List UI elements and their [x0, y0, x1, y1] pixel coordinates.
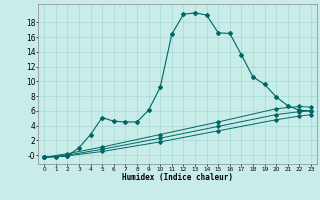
X-axis label: Humidex (Indice chaleur): Humidex (Indice chaleur) [122, 173, 233, 182]
